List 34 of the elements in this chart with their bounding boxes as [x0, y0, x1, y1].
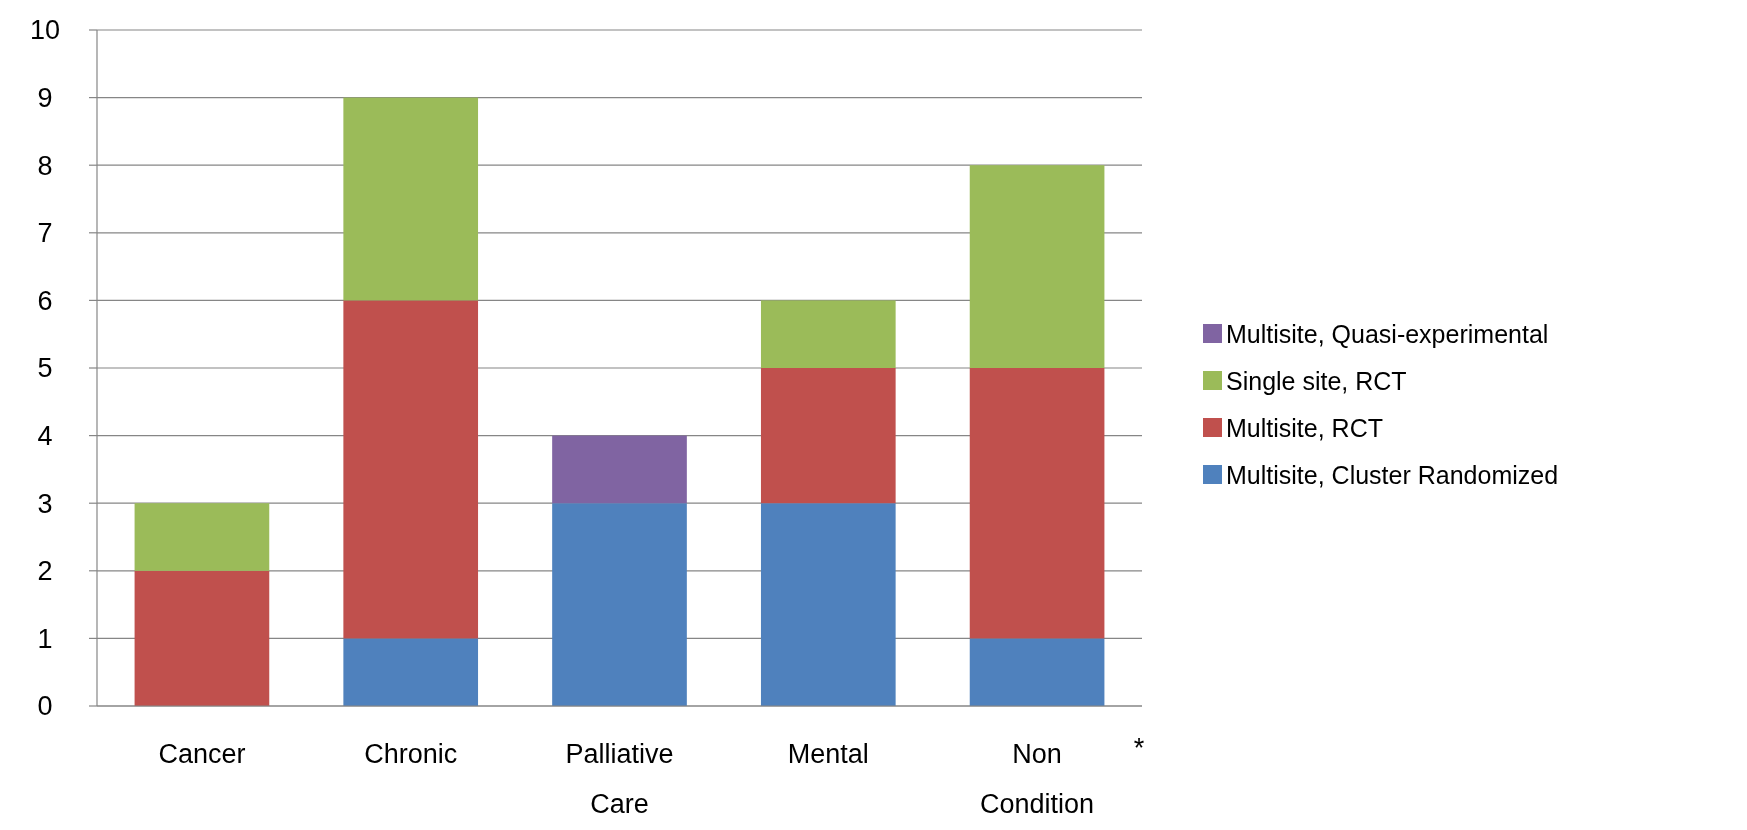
y-tick-label: 7 — [37, 218, 53, 249]
y-tick-label: 9 — [37, 83, 53, 114]
bar — [969, 368, 1105, 639]
y-tick-label: 10 — [29, 15, 61, 46]
y-tick-label: 5 — [37, 353, 53, 384]
y-tick-label: 0 — [37, 691, 53, 722]
legend-label: Multisite, Cluster Randomized — [1226, 460, 1559, 489]
bar — [552, 503, 687, 706]
y-tick-label: 3 — [37, 488, 53, 519]
legend-label: Single site, RCT — [1226, 366, 1407, 395]
bar — [760, 503, 896, 706]
y-tick-label: 1 — [37, 623, 53, 654]
bar — [343, 638, 479, 706]
x-tick-label: Palliative Care — [565, 739, 674, 819]
text: * — [1133, 733, 1145, 763]
y-tick-label: 8 — [37, 150, 53, 181]
y-tick-label: 4 — [37, 421, 53, 452]
bar — [134, 570, 270, 706]
x-tick-label: Cancer — [158, 739, 246, 769]
bar — [969, 638, 1105, 706]
bar — [969, 165, 1105, 368]
bar — [760, 300, 896, 368]
legend-label: Multisite, RCT — [1226, 413, 1383, 442]
legend-label: Multisite, Quasi-experimental — [1226, 319, 1549, 348]
bar — [552, 435, 687, 504]
x-tick-label: Chronic — [364, 739, 458, 769]
y-tick-label: 2 — [37, 556, 53, 587]
y-tick-label: 6 — [37, 285, 53, 316]
bar — [760, 368, 896, 504]
bar — [343, 300, 479, 639]
bar — [343, 97, 479, 301]
x-tick-label: Non Condition — [980, 739, 1095, 819]
x-tick-label: Mental — [787, 739, 869, 769]
bar — [134, 503, 270, 571]
